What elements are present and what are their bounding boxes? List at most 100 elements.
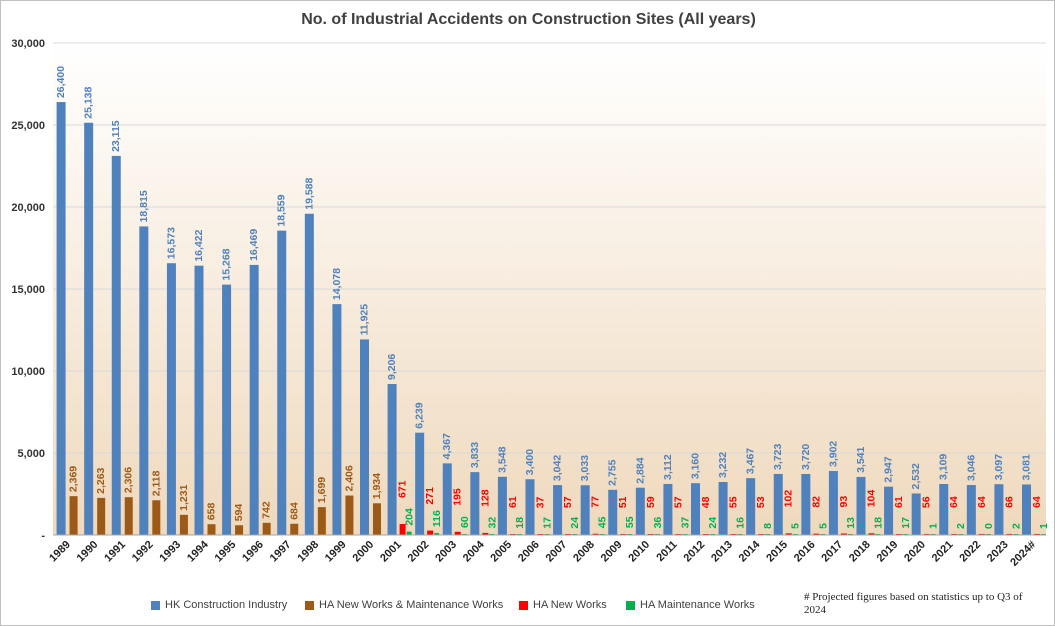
data-label-ha-combined: 1,699 (316, 477, 328, 503)
legend-swatch-hk (151, 600, 160, 610)
x-tick-label: 2019 (875, 539, 901, 565)
x-tick-label: 2016 (792, 539, 818, 565)
data-label-hk: 4,367 (441, 433, 453, 459)
data-label-ha-new: 102 (783, 490, 795, 508)
data-label-ha-combined: 2,306 (123, 467, 135, 493)
bar-ha-new (813, 533, 820, 535)
x-tick-label: 1993 (157, 539, 183, 565)
data-label-hk: 19,588 (303, 177, 315, 209)
data-label-hk: 16,422 (193, 229, 205, 261)
bar-hk-construction (773, 473, 783, 535)
bar-ha-new (951, 533, 958, 535)
data-label-ha-maintenance: 8 (762, 523, 774, 529)
data-label-ha-new: 61 (893, 496, 905, 508)
bar-hk-construction (746, 478, 756, 535)
data-label-hk: 3,723 (772, 444, 784, 470)
bar-hk-construction (718, 481, 728, 535)
bar-ha-new (785, 533, 792, 535)
bar-ha-new (868, 533, 875, 535)
data-label-hk: 3,046 (965, 455, 977, 481)
data-label-hk: 9,206 (386, 354, 398, 380)
data-label-ha-new: 48 (700, 496, 712, 508)
data-label-ha-maintenance: 5 (790, 523, 802, 529)
bar-ha-combined (152, 500, 161, 535)
bar-ha-new (509, 533, 516, 535)
bar-hk-construction (222, 284, 232, 535)
data-label-ha-maintenance: 37 (679, 517, 691, 529)
bar-hk-construction (442, 463, 452, 535)
bar-hk-construction (939, 484, 949, 535)
bar-ha-new (1034, 533, 1041, 535)
bar-ha-new (840, 533, 847, 535)
data-label-hk: 3,833 (469, 442, 481, 468)
bar-hk-construction (553, 485, 563, 535)
x-tick-label: 2006 (516, 539, 542, 565)
data-label-ha-maintenance: 5 (817, 523, 829, 529)
bar-ha-combined (317, 507, 326, 535)
x-tick-label: 2003 (433, 539, 459, 565)
data-label-hk: 3,467 (745, 448, 757, 474)
data-label-ha-maintenance: 18 (873, 517, 885, 529)
data-label-hk: 3,097 (993, 454, 1005, 480)
x-tick-label: 2010 (626, 539, 652, 565)
data-label-ha-combined: 1,934 (371, 473, 383, 499)
bar-hk-construction (911, 493, 921, 535)
data-label-hk: 26,400 (55, 66, 67, 98)
data-label-hk: 2,755 (607, 459, 619, 485)
y-tick-label: 20,000 (11, 202, 45, 214)
bar-hk-construction (525, 479, 535, 535)
x-tick-label: 2001 (378, 539, 404, 565)
data-label-ha-maintenance: 2 (1010, 523, 1022, 529)
data-label-hk: 2,947 (883, 456, 895, 482)
bar-hk-construction (56, 102, 66, 535)
data-label-hk: 3,081 (1021, 454, 1033, 480)
x-tick-label: 2012 (682, 539, 708, 565)
data-label-ha-new: 128 (479, 489, 491, 507)
data-label-ha-combined: 658 (206, 503, 218, 521)
y-tick-label: 5,000 (17, 448, 45, 460)
data-label-ha-combined: 2,369 (68, 466, 80, 492)
data-label-ha-new: 55 (728, 496, 740, 508)
data-label-ha-maintenance: 32 (486, 517, 498, 529)
data-label-ha-maintenance: 36 (652, 517, 664, 529)
data-label-hk: 15,268 (221, 248, 233, 280)
data-label-ha-combined: 2,263 (95, 467, 107, 493)
data-label-ha-new: 271 (424, 487, 436, 505)
data-label-ha-maintenance: 17 (900, 517, 912, 529)
bar-hk-construction (691, 483, 701, 535)
data-label-ha-combined: 2,406 (343, 465, 355, 491)
x-tick-label: 2002 (406, 539, 432, 565)
x-tick-label: 2024# (1008, 539, 1038, 569)
bar-hk-construction (332, 304, 342, 535)
bar-ha-new (1006, 533, 1013, 535)
data-label-ha-new: 61 (507, 496, 519, 508)
bar-ha-new (592, 533, 599, 535)
bar-ha-combined (69, 496, 78, 535)
data-label-ha-new: 671 (397, 480, 409, 498)
legend-item-hk-construction: HK Construction Industry (151, 599, 287, 611)
data-label-ha-maintenance: 13 (845, 517, 857, 529)
data-label-ha-new: 53 (755, 496, 767, 508)
legend-label-ha-combined: HA New Works & Maintenance Works (319, 599, 504, 611)
x-tick-label: 2008 (571, 539, 597, 565)
bar-hk-construction (194, 265, 204, 535)
data-label-ha-maintenance: 18 (514, 517, 526, 529)
data-label-ha-combined: 684 (288, 502, 300, 520)
data-label-ha-maintenance: 204 (404, 508, 416, 526)
x-tick-label: 2011 (654, 539, 679, 564)
data-label-ha-new: 66 (1003, 496, 1015, 508)
bar-hk-construction (304, 213, 314, 535)
data-label-ha-new: 64 (1031, 496, 1043, 508)
data-label-ha-maintenance: 24 (569, 517, 581, 529)
data-label-ha-combined: 1,231 (178, 484, 190, 510)
data-label-hk: 18,559 (276, 194, 288, 226)
data-label-hk: 3,042 (552, 455, 564, 481)
x-tick-label: 1996 (240, 539, 266, 565)
bar-hk-construction (884, 486, 894, 535)
data-label-ha-combined: 2,118 (150, 470, 162, 496)
legend-item-ha-combined: HA New Works & Maintenance Works (305, 599, 503, 611)
data-label-hk: 3,160 (690, 453, 702, 479)
y-tick-label: - (41, 530, 45, 542)
y-tick-label: 25,000 (11, 120, 45, 132)
